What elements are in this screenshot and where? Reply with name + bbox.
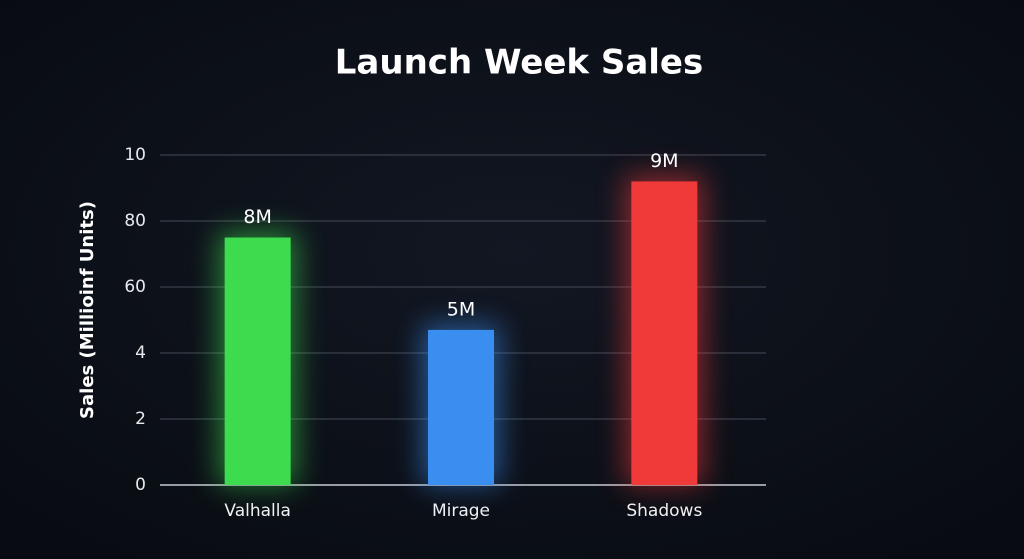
y-tick-label: 80 xyxy=(124,211,146,231)
y-tick-label: 2 xyxy=(135,409,146,429)
x-tick-label: Shadows xyxy=(626,501,702,521)
y-axis-label: Sales (Millioinf Units) xyxy=(77,201,98,419)
bars: Valhalla 8M Mirage 5M Shadows 9M xyxy=(218,150,704,521)
bar xyxy=(631,181,698,485)
x-tick-label: Mirage xyxy=(432,501,490,521)
y-tick-label: 10 xyxy=(124,145,146,165)
chart-title: Launch Week Sales xyxy=(335,43,703,83)
bar xyxy=(224,237,291,485)
y-tick-label: 0 xyxy=(135,475,146,495)
value-label: 9M xyxy=(650,150,678,172)
bar xyxy=(428,329,494,485)
value-label: 5M xyxy=(447,298,475,320)
value-label: 8M xyxy=(243,206,271,228)
y-tick-label: 60 xyxy=(124,277,146,297)
y-tick-label: 4 xyxy=(135,343,146,363)
x-tick-label: Valhalla xyxy=(224,501,291,521)
